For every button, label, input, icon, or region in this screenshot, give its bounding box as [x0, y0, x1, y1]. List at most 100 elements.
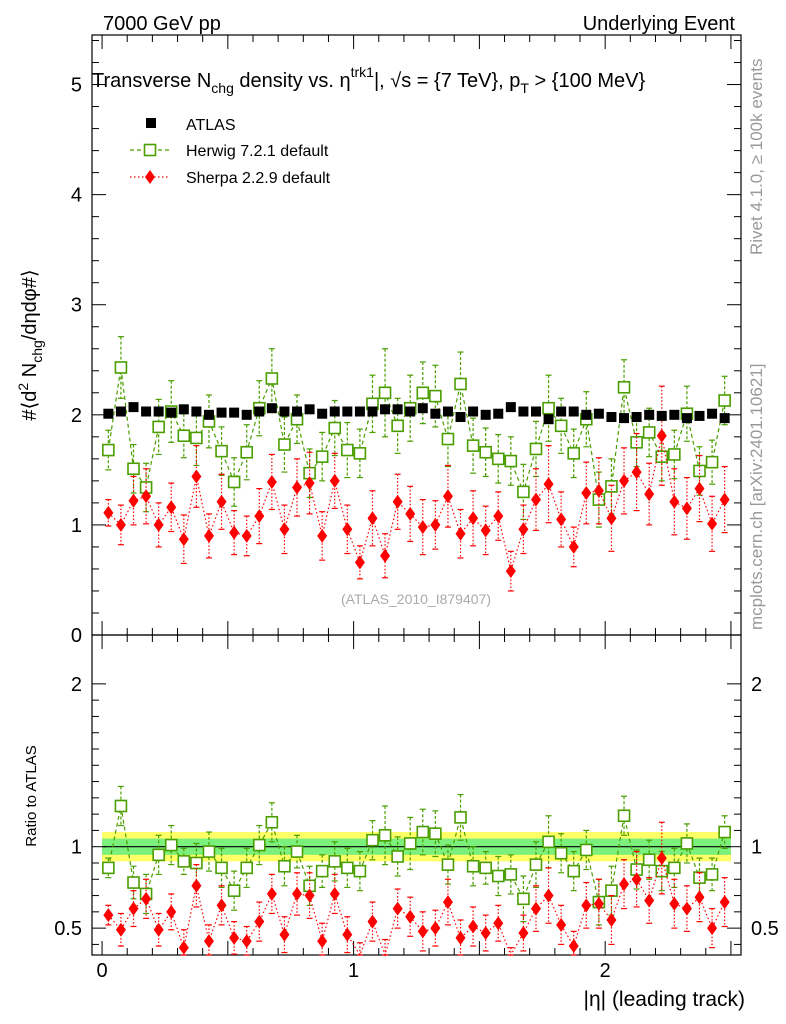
data-point	[278, 438, 291, 451]
data-point	[328, 855, 342, 868]
data-point	[229, 407, 240, 418]
data-point	[366, 833, 379, 847]
data-point	[328, 421, 342, 435]
data-point	[229, 525, 240, 540]
data-point	[367, 406, 378, 417]
data-point	[530, 901, 541, 916]
data-point	[455, 526, 466, 541]
data-point	[518, 926, 529, 941]
data-point	[367, 511, 378, 526]
data-point	[254, 406, 265, 417]
data-point	[455, 930, 466, 945]
plot-title: Transverse Nchg density vs. ηtrk1|, √s =…	[92, 64, 646, 96]
data-point	[329, 406, 340, 417]
data-point	[178, 940, 189, 955]
legend-herwig-marker	[143, 143, 157, 157]
data-point	[479, 445, 492, 459]
data-point	[405, 909, 416, 924]
data-point	[542, 401, 555, 415]
data-point	[581, 409, 592, 420]
data-point	[681, 901, 692, 916]
data-point	[668, 861, 681, 875]
data-point	[227, 475, 241, 489]
data-point	[166, 904, 177, 919]
data-point	[279, 522, 290, 537]
data-point	[518, 406, 529, 417]
data-point	[568, 406, 579, 417]
data-point	[468, 406, 479, 417]
data-point	[203, 528, 214, 543]
data-point	[215, 861, 228, 875]
data-point	[304, 404, 315, 415]
data-point	[417, 403, 428, 414]
data-point	[529, 858, 543, 871]
data-point	[240, 861, 254, 875]
data-point	[581, 485, 592, 500]
data-point	[718, 825, 731, 839]
data-point	[669, 409, 680, 420]
data-point	[392, 404, 403, 415]
data-point	[216, 898, 227, 913]
data-point	[581, 898, 592, 913]
data-point	[454, 811, 467, 824]
data-point	[504, 868, 518, 881]
data-point	[441, 432, 455, 446]
data-point	[342, 406, 353, 417]
data-point	[441, 858, 455, 871]
data-point	[530, 406, 541, 417]
data-point	[380, 548, 391, 563]
data-point	[554, 846, 568, 860]
data-point	[493, 408, 504, 419]
main-ylabel: #⟨d2 Nchg/dηdφ#⟩	[15, 269, 45, 420]
data-point	[491, 452, 505, 466]
data-point	[644, 893, 655, 908]
data-point	[292, 406, 303, 417]
data-point	[266, 474, 277, 489]
data-point	[719, 413, 730, 424]
header-energy: 7000 GeV pp	[103, 13, 221, 35]
data-point	[317, 408, 328, 419]
data-point	[153, 517, 164, 532]
data-point	[694, 890, 705, 905]
rivet-version-label: Rivet 4.1.0, ≥ 100k events	[747, 59, 766, 255]
data-point	[252, 838, 266, 852]
data-point	[229, 930, 240, 945]
data-point	[606, 412, 617, 423]
data-point	[152, 420, 165, 434]
data-point	[292, 480, 303, 495]
data-point	[329, 886, 340, 901]
data-point	[593, 483, 604, 498]
data-point	[543, 414, 554, 425]
data-point	[719, 492, 730, 507]
data-point	[554, 419, 568, 433]
data-point	[705, 868, 719, 881]
header-process: Underlying Event	[583, 13, 736, 35]
data-point	[468, 919, 479, 934]
data-point	[568, 539, 579, 554]
data-point	[153, 922, 164, 937]
data-point	[128, 901, 139, 916]
data-point	[707, 921, 718, 936]
data-point	[378, 386, 392, 400]
data-point	[430, 408, 441, 419]
data-point	[215, 444, 228, 458]
data-point	[556, 406, 567, 417]
data-point	[164, 838, 178, 852]
data-point	[254, 914, 265, 929]
data-point	[668, 448, 681, 461]
data-point	[669, 896, 680, 911]
data-point	[405, 406, 416, 417]
data-point	[391, 419, 404, 433]
y-tick-label: 0	[71, 625, 82, 647]
data-point	[127, 876, 140, 889]
ratio-series-layer	[102, 785, 731, 957]
data-point	[681, 501, 692, 516]
data-point	[530, 492, 541, 507]
data-point	[718, 394, 731, 407]
series-line	[107, 435, 726, 574]
data-point	[341, 861, 354, 875]
y-tick-label: 3	[71, 295, 82, 317]
legend-atlas-label: ATLAS	[186, 117, 236, 134]
data-point	[631, 465, 642, 480]
y-tick-label-right: 1	[751, 837, 762, 859]
